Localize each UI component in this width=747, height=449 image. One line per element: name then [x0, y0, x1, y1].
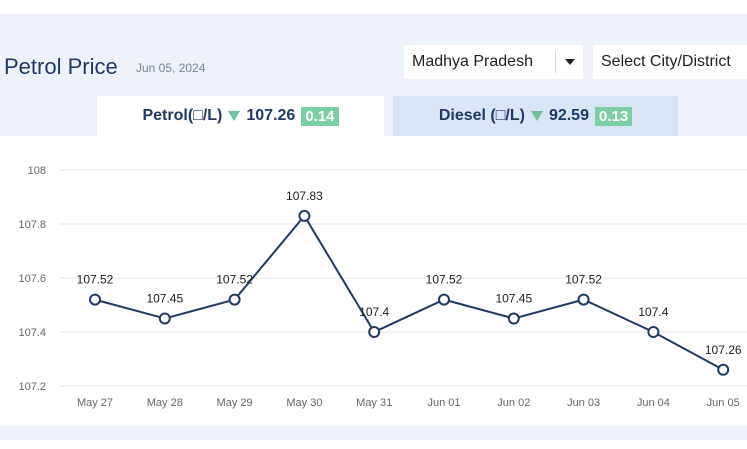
- city-select-value: Select City/District: [601, 53, 731, 70]
- page-title: Petrol Price: [4, 54, 118, 79]
- y-tick-label: 107.6: [18, 273, 46, 285]
- price-series-line: [94, 214, 724, 371]
- x-tick-label: Jun 04: [637, 397, 670, 409]
- state-select-value: Madhya Pradesh: [412, 53, 533, 70]
- x-tick-label: May 28: [147, 397, 183, 409]
- tab-petrol[interactable]: Petrol(□/L) 107.26 0.14: [97, 96, 384, 136]
- y-tick-label: 107.2: [18, 381, 46, 393]
- tab-diesel-label: Diesel (□/L): [438, 107, 525, 124]
- data-label: 107.45: [146, 292, 183, 306]
- data-label: 107.4: [638, 305, 668, 319]
- data-point: [368, 326, 381, 338]
- data-point: [438, 293, 450, 306]
- data-label: 107.52: [77, 273, 114, 287]
- trend-down-icon: [530, 111, 543, 121]
- chevron-down-icon: [564, 59, 575, 65]
- tab-diesel[interactable]: Diesel (□/L) 92.59 0.13: [393, 96, 678, 136]
- x-tick-label: May 27: [77, 397, 113, 409]
- tab-petrol-price: 107.26: [246, 107, 296, 124]
- tab-diesel-change-badge: 0.13: [594, 106, 633, 126]
- state-dropdown-toggle[interactable]: [555, 51, 583, 73]
- data-point: [507, 312, 520, 325]
- tab-petrol-change-badge: 0.14: [301, 106, 339, 126]
- y-tick-label: 107.4: [18, 327, 46, 339]
- data-point: [577, 293, 590, 306]
- price-chart-container: 107.2 107.4 107.6 107.8 108 May 27 May 28 May 2…: [0, 136, 747, 426]
- x-tick-label: Jun 01: [427, 397, 460, 409]
- y-tick-label: 107.8: [18, 219, 46, 231]
- x-tick-label: Jun 03: [567, 397, 600, 409]
- data-label: 107.4: [359, 305, 389, 319]
- tab-diesel-price: 92.59: [548, 107, 589, 124]
- tab-petrol-label: Petrol(□/L): [142, 107, 223, 124]
- x-tick-label: Jun 05: [707, 397, 740, 409]
- data-point: [228, 293, 241, 306]
- data-label: 107.52: [565, 273, 602, 287]
- state-select[interactable]: Madhya Pradesh: [404, 45, 583, 79]
- trend-down-icon: [228, 111, 241, 121]
- data-point: [89, 293, 101, 306]
- price-date: Jun 05, 2024: [136, 61, 206, 75]
- x-tick-label: May 31: [356, 397, 392, 409]
- x-tick-label: May 29: [217, 397, 253, 409]
- data-label: 107.45: [495, 292, 532, 306]
- data-point: [158, 312, 171, 325]
- data-label: 107.26: [705, 343, 742, 357]
- data-label: 107.83: [286, 189, 323, 203]
- data-point: [647, 326, 660, 338]
- price-line-chart: 107.2 107.4 107.6 107.8 108 May 27 May 28 May 2…: [18, 165, 747, 409]
- city-select[interactable]: Select City/District: [593, 45, 747, 79]
- x-tick-label: May 30: [286, 397, 322, 409]
- x-tick-label: Jun 02: [497, 397, 530, 409]
- data-point: [298, 209, 311, 222]
- data-label: 107.52: [426, 273, 463, 287]
- data-point: [717, 363, 730, 376]
- y-tick-label: 108: [28, 165, 46, 177]
- data-label: 107.52: [216, 273, 253, 287]
